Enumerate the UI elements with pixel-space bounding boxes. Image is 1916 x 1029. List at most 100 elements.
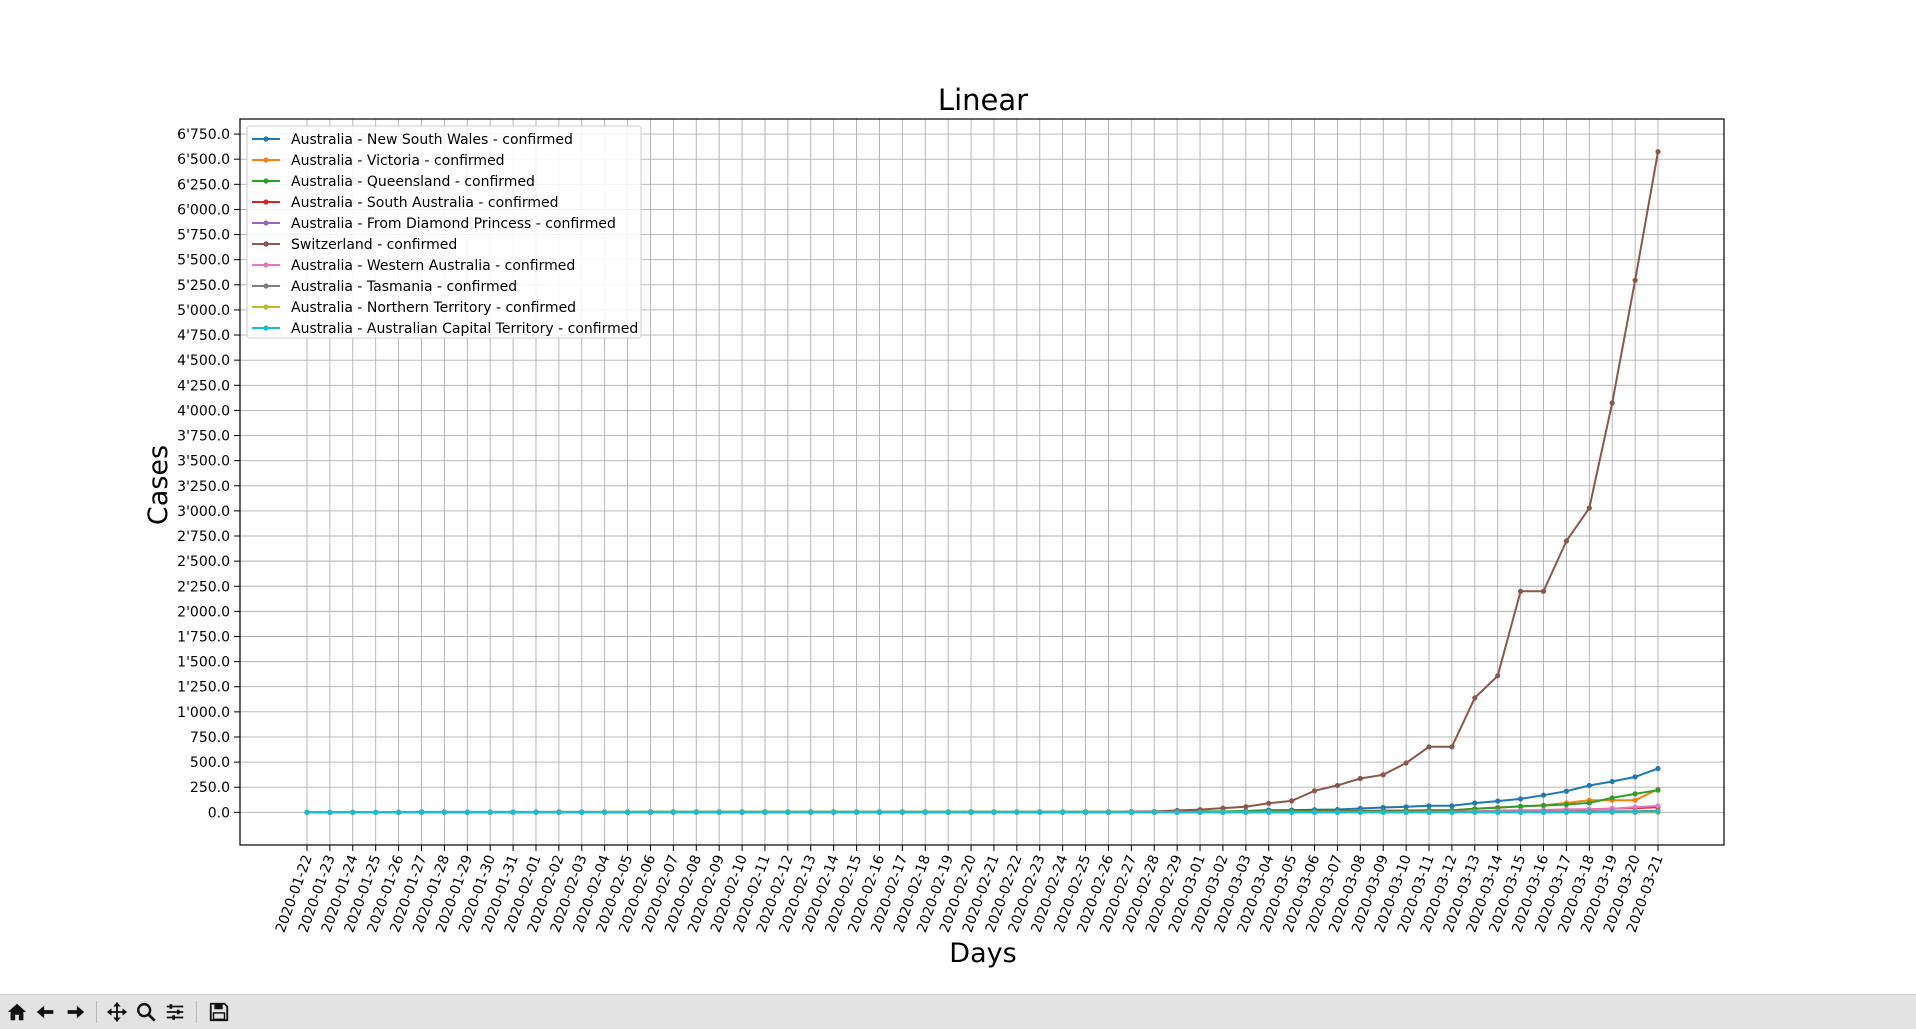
data-point xyxy=(1014,810,1019,815)
data-point xyxy=(350,810,355,815)
data-point xyxy=(1495,673,1500,678)
data-point xyxy=(1633,278,1638,283)
legend-label: Australia - Queensland - confirmed xyxy=(291,174,535,190)
data-point xyxy=(831,810,836,815)
legend-marker xyxy=(263,199,268,204)
data-point xyxy=(877,810,882,815)
series-line xyxy=(307,769,1658,813)
data-point xyxy=(373,810,378,815)
forward-button[interactable] xyxy=(62,999,88,1025)
data-point xyxy=(1426,744,1431,749)
data-point xyxy=(1266,801,1271,806)
data-point xyxy=(1610,795,1615,800)
y-tick-label: 4'500.0 xyxy=(177,353,230,369)
legend-marker xyxy=(263,325,268,330)
y-tick-label: 750.0 xyxy=(190,730,230,746)
data-point xyxy=(1564,810,1569,815)
data-point xyxy=(1381,772,1386,777)
data-point xyxy=(510,810,515,815)
data-point xyxy=(1541,803,1546,808)
y-tick-label: 2'250.0 xyxy=(177,579,230,595)
toolbar-separator xyxy=(96,1001,97,1023)
y-tick-label: 3'500.0 xyxy=(177,454,230,470)
legend-marker xyxy=(263,178,268,183)
home-button[interactable] xyxy=(4,999,30,1025)
data-point xyxy=(1083,810,1088,815)
y-tick-label: 6'500.0 xyxy=(177,152,230,168)
configure-subplots-button[interactable] xyxy=(162,999,188,1025)
data-point xyxy=(1564,538,1569,543)
arrow-right-icon xyxy=(64,1001,86,1023)
data-point xyxy=(1335,810,1340,815)
data-point xyxy=(579,810,584,815)
data-point xyxy=(900,810,905,815)
data-point xyxy=(1633,791,1638,796)
data-point xyxy=(1381,810,1386,815)
data-point xyxy=(1633,774,1638,779)
data-point xyxy=(762,810,767,815)
legend-label: Australia - South Australia - confirmed xyxy=(291,195,559,211)
data-point xyxy=(717,810,722,815)
data-point xyxy=(1541,810,1546,815)
data-point xyxy=(808,810,813,815)
data-point xyxy=(1655,803,1660,808)
legend-marker xyxy=(263,304,268,309)
zoom-button[interactable] xyxy=(133,999,159,1025)
y-tick-label: 1'000.0 xyxy=(177,705,230,721)
legend-label: Australia - Australian Capital Territory… xyxy=(291,321,638,337)
data-point xyxy=(1426,810,1431,815)
y-tick-label: 3'250.0 xyxy=(177,479,230,495)
data-point xyxy=(1243,804,1248,809)
save-button[interactable] xyxy=(206,999,232,1025)
data-point xyxy=(1060,810,1065,815)
data-point xyxy=(1633,798,1638,803)
data-point xyxy=(488,810,493,815)
y-tick-label: 6'750.0 xyxy=(177,127,230,143)
y-tick-label: 1'750.0 xyxy=(177,629,230,645)
y-tick-label: 1'250.0 xyxy=(177,680,230,696)
data-point xyxy=(1587,505,1592,510)
legend-marker xyxy=(263,136,268,141)
y-tick-label: 5'750.0 xyxy=(177,228,230,244)
data-point xyxy=(671,810,676,815)
y-axis: 0.0250.0500.0750.01'000.01'250.01'500.01… xyxy=(177,127,240,821)
data-point xyxy=(1587,783,1592,788)
data-point xyxy=(694,810,699,815)
y-tick-label: 2'500.0 xyxy=(177,554,230,570)
data-point xyxy=(1312,788,1317,793)
data-point xyxy=(1655,149,1660,154)
home-icon xyxy=(6,1001,28,1023)
data-point xyxy=(1610,400,1615,405)
data-point xyxy=(1472,695,1477,700)
data-point xyxy=(1655,766,1660,771)
data-point xyxy=(1197,810,1202,815)
legend-marker xyxy=(263,157,268,162)
toolbar-separator xyxy=(196,1001,197,1023)
data-point xyxy=(1655,809,1660,814)
data-point xyxy=(1404,760,1409,765)
legend-marker xyxy=(263,241,268,246)
data-point xyxy=(1587,809,1592,814)
data-point xyxy=(1449,803,1454,808)
y-tick-label: 5'000.0 xyxy=(177,303,230,319)
toolbar xyxy=(0,994,1916,1029)
data-point xyxy=(1426,803,1431,808)
data-point xyxy=(785,810,790,815)
y-tick-label: 3'750.0 xyxy=(177,429,230,445)
legend-label: Australia - New South Wales - confirmed xyxy=(291,132,573,148)
data-point xyxy=(1289,798,1294,803)
data-point xyxy=(1335,783,1340,788)
magnifier-icon xyxy=(135,1001,157,1023)
data-point xyxy=(396,810,401,815)
data-point xyxy=(923,810,928,815)
y-tick-label: 4'250.0 xyxy=(177,378,230,394)
data-point xyxy=(968,810,973,815)
x-axis-label: Days xyxy=(949,938,1016,969)
data-point xyxy=(1518,810,1523,815)
pan-button[interactable] xyxy=(104,999,130,1025)
y-axis-label: Cases xyxy=(143,445,174,525)
legend-label: Australia - Northern Territory - confirm… xyxy=(291,300,576,316)
legend-label: Australia - Victoria - confirmed xyxy=(291,153,505,169)
back-button[interactable] xyxy=(33,999,59,1025)
data-point xyxy=(465,810,470,815)
